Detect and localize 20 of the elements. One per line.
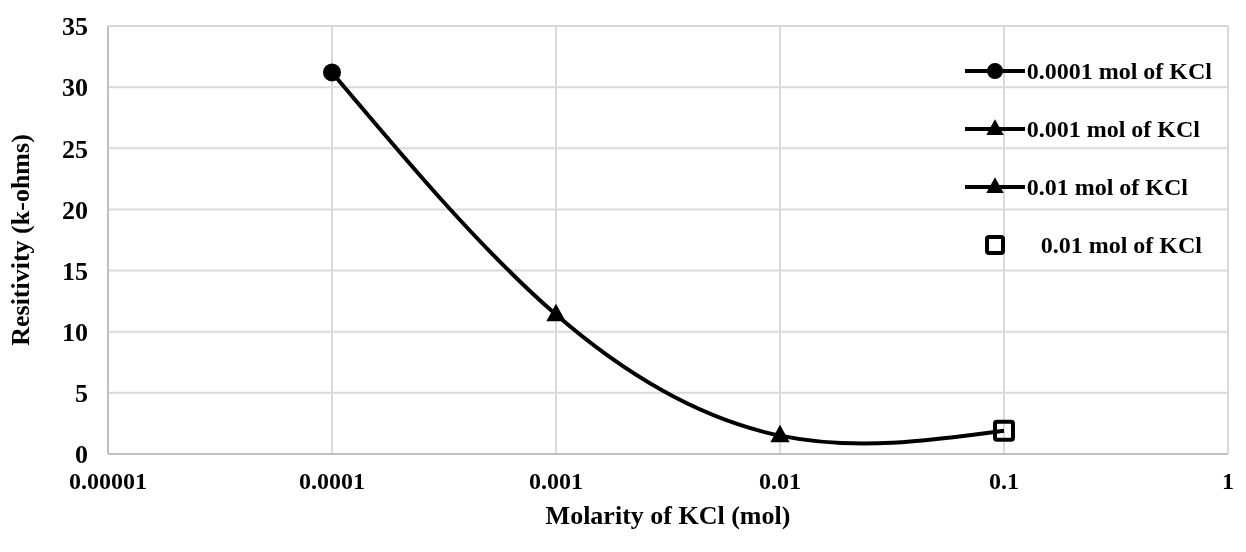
x-tick-label: 0.00001	[69, 468, 147, 495]
y-tick-label: 30	[62, 73, 88, 103]
y-axis-title: Resitivity (k-ohms)	[6, 134, 36, 346]
x-tick-label: 0.001	[529, 468, 583, 495]
legend-label: 0.01 mol of KCl	[1026, 173, 1188, 201]
y-tick-label: 25	[62, 134, 88, 164]
x-axis-title: Molarity of KCl (mol)	[545, 501, 791, 530]
legend-label: 0.01 mol of KCl	[1040, 231, 1202, 259]
x-tick-label: 0.01	[759, 468, 801, 495]
legend-label: 0.001 mol of KCl	[1026, 115, 1200, 143]
legend-label: 0.0001 mol of KCl	[1026, 57, 1212, 85]
x-tick-label: 1	[1222, 468, 1234, 495]
y-tick-label: 20	[62, 195, 88, 225]
y-tick-label: 0	[75, 440, 88, 470]
x-tick-label: 0.0001	[299, 468, 365, 495]
y-tick-label: 10	[62, 317, 88, 347]
x-tick-label: 0.1	[989, 468, 1019, 495]
y-tick-label: 5	[75, 379, 88, 409]
y-tick-label: 15	[62, 256, 88, 286]
y-tick-label: 35	[62, 12, 88, 42]
